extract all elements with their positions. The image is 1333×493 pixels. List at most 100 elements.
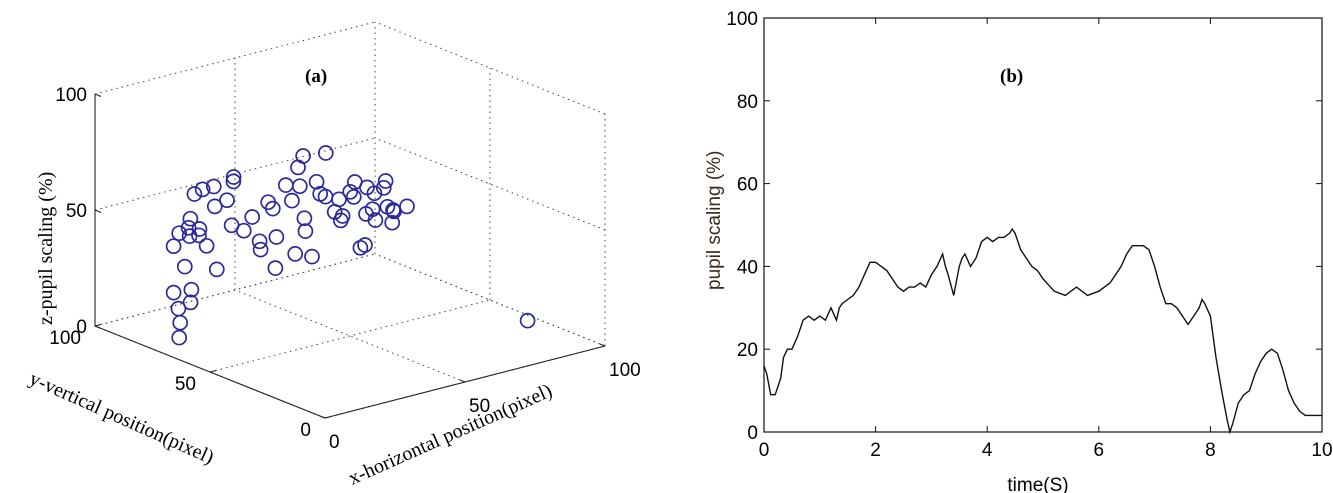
data-point xyxy=(277,177,294,193)
x-tick-label: 50 xyxy=(469,396,490,417)
data-point xyxy=(183,281,200,298)
y-tick-label: 50 xyxy=(175,374,196,395)
data-point xyxy=(198,237,215,254)
data-point xyxy=(342,183,359,200)
y-tick-label: 0 xyxy=(747,423,758,444)
panel-label-a: (a) xyxy=(305,66,327,87)
data-point xyxy=(205,178,222,195)
data-point xyxy=(267,260,284,276)
data-point xyxy=(519,312,536,329)
tick-mark xyxy=(319,415,326,419)
scatter-points xyxy=(165,145,536,346)
data-point xyxy=(295,148,311,164)
x-axis-label: time(S) xyxy=(1007,475,1068,493)
data-point xyxy=(194,181,211,198)
y-tick-label: 60 xyxy=(737,175,758,196)
data-point xyxy=(317,188,334,205)
data-point xyxy=(165,284,182,301)
x-tick-label: 0 xyxy=(329,432,340,453)
tick-mark xyxy=(324,416,332,419)
plot-frame xyxy=(763,17,1323,433)
plot-area xyxy=(763,17,1323,433)
data-point xyxy=(284,192,300,209)
data-point xyxy=(208,261,225,278)
tick-mark xyxy=(459,379,466,383)
grid-line xyxy=(209,299,491,373)
data-point xyxy=(399,198,415,215)
data-point xyxy=(385,202,401,218)
tick-mark xyxy=(599,343,606,347)
data-point xyxy=(182,294,199,311)
data-point xyxy=(296,210,313,227)
data-point xyxy=(377,173,394,189)
data-point xyxy=(345,189,362,205)
data-point xyxy=(252,241,269,258)
data-point xyxy=(317,145,334,161)
data-point xyxy=(225,169,242,185)
data-point xyxy=(180,219,197,236)
data-point xyxy=(235,222,252,239)
x-tick-label: 8 xyxy=(1205,440,1216,461)
series-line xyxy=(763,227,1322,435)
data-point xyxy=(352,239,369,256)
y-tick-label: 0 xyxy=(300,420,311,441)
y-tick-label: 20 xyxy=(737,340,758,361)
axes-3d xyxy=(94,93,606,419)
data-point xyxy=(171,329,188,346)
data-point xyxy=(219,192,235,209)
z-axis-label: z-pupil scaling (%) xyxy=(35,172,57,325)
y-tick-label: 80 xyxy=(737,92,758,113)
data-point xyxy=(364,201,381,218)
data-point xyxy=(331,191,347,208)
data-point xyxy=(304,248,320,265)
data-point xyxy=(191,221,208,237)
data-point xyxy=(287,246,304,262)
data-point xyxy=(172,314,189,331)
x-tick-label: 6 xyxy=(1094,440,1105,461)
x-tick-label: 10 xyxy=(1311,440,1332,461)
data-point xyxy=(244,209,261,225)
y-tick-label: 100 xyxy=(49,328,81,349)
data-point xyxy=(264,200,281,217)
data-point xyxy=(206,198,223,215)
data-point xyxy=(186,186,203,202)
tick-mark xyxy=(94,325,102,329)
z-tick-label: 100 xyxy=(55,85,87,106)
panel-label-b: (b) xyxy=(1000,66,1023,87)
data-point xyxy=(176,258,193,275)
grid-line xyxy=(234,289,466,383)
data-point xyxy=(291,178,308,195)
data-point xyxy=(191,227,207,244)
tick-mark xyxy=(94,324,102,327)
data-point xyxy=(366,185,383,202)
data-point xyxy=(171,225,188,242)
x-tick-label: 100 xyxy=(609,360,641,381)
x-tick-label: 4 xyxy=(982,440,993,461)
data-point xyxy=(170,300,187,317)
data-point xyxy=(375,179,392,196)
data-point xyxy=(367,212,384,228)
data-point xyxy=(251,233,268,250)
x-axis-label: x-horizontal position(pixel) xyxy=(345,380,555,490)
grid-lines-3d xyxy=(94,21,606,419)
data-point xyxy=(165,238,182,255)
data-point xyxy=(182,210,199,227)
data-point xyxy=(225,173,242,190)
z-tick-label: 0 xyxy=(76,317,87,338)
data-point xyxy=(308,173,325,190)
data-point xyxy=(297,223,314,239)
tick-mark xyxy=(94,93,102,97)
x-tick-label: 2 xyxy=(870,440,881,461)
y-tick-label: 40 xyxy=(737,257,758,278)
z-tick-label: 50 xyxy=(66,201,87,222)
y-tick-label: 100 xyxy=(726,9,758,30)
x-tick-label: 0 xyxy=(759,440,770,461)
tick-mark xyxy=(209,370,217,373)
data-point xyxy=(332,212,349,229)
y-axis-label: pupil scaling (%) xyxy=(704,151,725,290)
